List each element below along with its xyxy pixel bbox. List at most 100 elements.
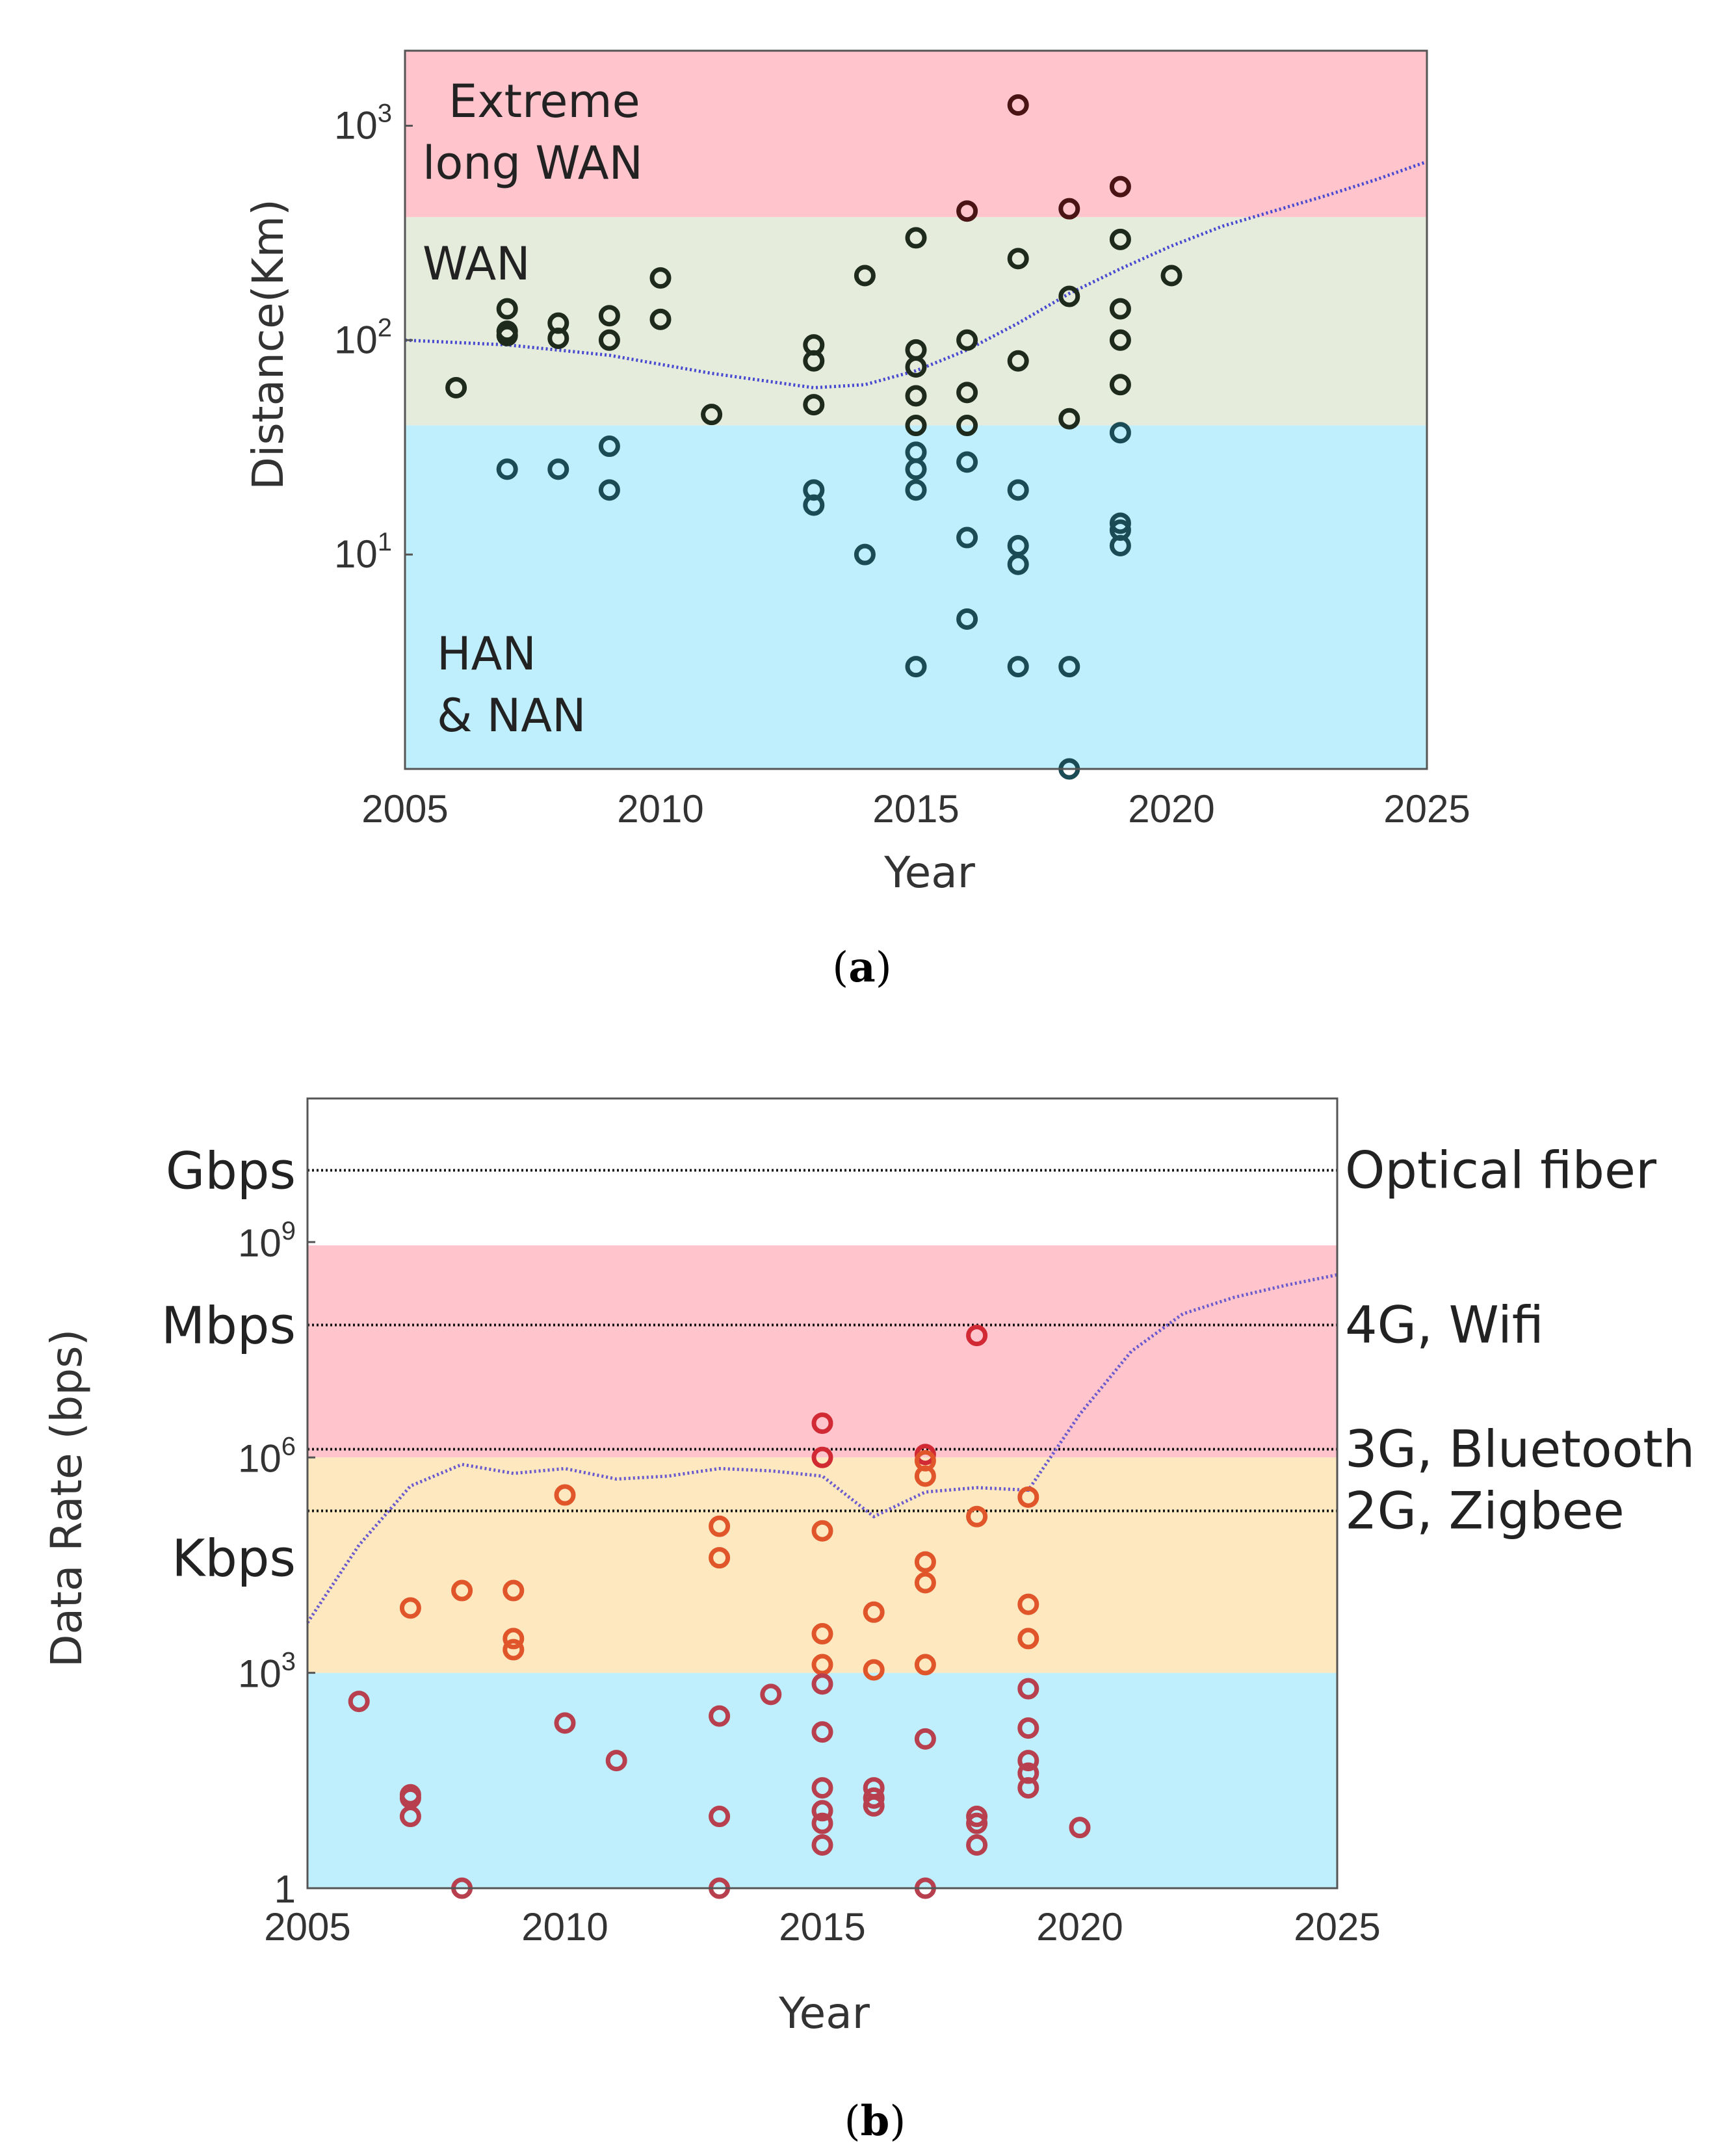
panel-a-y-tick-label: 102: [334, 313, 392, 361]
panel-b-data-point: [1017, 1486, 1039, 1508]
panel-b-tech-label: 4G, Wifi: [1345, 1296, 1544, 1355]
panel-a-data-point: [803, 494, 825, 516]
panel-b-data-point: [399, 1597, 421, 1619]
panel-b-data-point: [811, 1834, 833, 1856]
panel-a-data-point: [496, 324, 518, 346]
panel-a-data-point: [598, 479, 620, 501]
panel-a-x-tick-label: 2020: [1128, 787, 1214, 831]
panel-b-unit-label: Kbps: [172, 1530, 296, 1589]
panel-b-tech-label: 2G, Zigbee: [1345, 1483, 1625, 1541]
panel-b-data-point: [966, 1505, 988, 1527]
panel-b-x-ticks: 2005 2010 2015 2020 2025: [264, 1905, 1380, 1949]
panel-a-data-point: [1058, 656, 1080, 678]
panel-a-data-point: [905, 385, 927, 407]
panel-a-data-point: [598, 435, 620, 458]
panel-b-data-point: [811, 1721, 833, 1743]
panel-b-data-point: [1017, 1593, 1039, 1615]
panel-b-data-point: [1017, 1678, 1039, 1700]
panel-a-x-ticks: 2005 2010 2015 2020 2025: [361, 787, 1470, 831]
panel-a-data-point: [1109, 298, 1131, 320]
panel-b-data-point: [554, 1484, 576, 1506]
panel-a-data-point: [1058, 285, 1080, 307]
panel-b-data-point: [914, 1465, 936, 1487]
panel-a-region-labels: Extreme long WAN WAN HAN & NAN: [423, 75, 643, 742]
panel-b-data-point: [914, 1654, 936, 1676]
panel-a-data-point: [905, 356, 927, 378]
panel-a-region-label: long WAN: [423, 136, 643, 190]
panel-a-data-point: [1007, 350, 1029, 372]
panel-b-data-point: [811, 1812, 833, 1834]
panel-a-regions: [405, 51, 1427, 769]
panel-b-data-point: [1017, 1750, 1039, 1772]
panel-b-data-point: [811, 1446, 833, 1468]
panel-b-data-point: [503, 1639, 525, 1661]
panel-a-data-point: [496, 458, 518, 480]
panel-a-trend-line: [404, 160, 1428, 390]
panel-b-data-point: [811, 1777, 833, 1799]
panel-a-data-point: [547, 458, 569, 480]
panel-a-region-label: WAN: [423, 237, 530, 291]
panel-b-data-point: [709, 1547, 731, 1569]
panel-a-y-tick-label: 101: [334, 528, 392, 576]
panel-a-region-label: HAN: [437, 627, 536, 681]
panel-a-data-point: [598, 305, 620, 327]
panel-a-data-point: [1109, 422, 1131, 444]
panel-a-data-point: [956, 200, 978, 222]
panel-b-data-point: [863, 1795, 885, 1817]
panel-b-y-tick-label: 109: [238, 1217, 296, 1265]
panel-b-x-tick-label: 2005: [264, 1905, 350, 1949]
panel-b-data-point: [709, 1806, 731, 1828]
panel-a-data-point: [1109, 374, 1131, 396]
panel-b-data-point: [760, 1683, 782, 1706]
panel-a-data-point: [1109, 534, 1131, 556]
panel-b-data-point: [503, 1579, 525, 1602]
panel-a-data-point: [1109, 175, 1131, 198]
panel-b-data-point: [811, 1654, 833, 1676]
panel-a: 2005 2010 2015 2020 2025 101 102 103 Extreme lo…: [243, 49, 1470, 992]
panel-b-data-point: [811, 1412, 833, 1435]
panel-a-x-tick-label: 2005: [361, 787, 448, 831]
panel-b-unit-label: Gbps: [166, 1142, 296, 1201]
panel-b-data-point: [1017, 1717, 1039, 1739]
panel-a-x-tick-label: 2015: [872, 787, 959, 831]
panel-a-data-point: [701, 404, 723, 426]
panel-b-data-point: [914, 1551, 936, 1573]
panel-a-caption: (a): [832, 943, 891, 992]
panel-a-data-point: [905, 227, 927, 249]
panel-b: 2005 2010 2015 2020 2025 1 103 106 109 Kbps Mbps…: [42, 1097, 1695, 2146]
panel-a-data-point: [956, 526, 978, 549]
panel-b-data-point: [966, 1834, 988, 1856]
panel-a-data-point: [956, 608, 978, 630]
panel-a-data-point: [547, 327, 569, 349]
panel-b-data-point: [811, 1673, 833, 1695]
panel-b-y-axis-label: Data Rate (bps): [42, 1329, 92, 1668]
panel-b-data-point: [1069, 1817, 1091, 1839]
panel-a-data-point: [905, 656, 927, 678]
panel-a-data-point: [1007, 248, 1029, 270]
panel-a-data-point: [496, 298, 518, 320]
panel-a-data-point: [1160, 265, 1182, 287]
panel-a-data-point: [803, 350, 825, 372]
panel-b-data-point: [348, 1691, 370, 1713]
panel-a-data-point: [1109, 512, 1131, 534]
panel-b-data-point: [811, 1800, 833, 1822]
panel-b-data-point: [966, 1325, 988, 1347]
panel-b-caption: (b): [844, 2097, 906, 2146]
panel-a-data-point: [1007, 94, 1029, 116]
panel-a-y-axis-label: Distance(Km): [243, 199, 293, 490]
panel-a-data-point: [1058, 408, 1080, 430]
panel-a-data-point: [905, 415, 927, 437]
panel-b-data-point: [966, 1812, 988, 1834]
panel-b-data-point: [811, 1623, 833, 1645]
panel-a-y-ticks: 101 102 103: [334, 99, 413, 576]
panel-a-x-tick-label: 2025: [1383, 787, 1470, 831]
panel-b-unit-label: Mbps: [161, 1297, 296, 1355]
panel-a-data-point: [649, 308, 672, 330]
panel-b-x-tick-label: 2020: [1036, 1905, 1123, 1949]
panel-b-data-point: [863, 1787, 885, 1809]
panel-b-data-point: [554, 1712, 576, 1734]
panel-a-data-point: [1007, 656, 1029, 678]
panel-a-data-point: [1058, 198, 1080, 220]
panel-b-region-band: [307, 1245, 1337, 1458]
panel-b-data-point: [1017, 1777, 1039, 1799]
